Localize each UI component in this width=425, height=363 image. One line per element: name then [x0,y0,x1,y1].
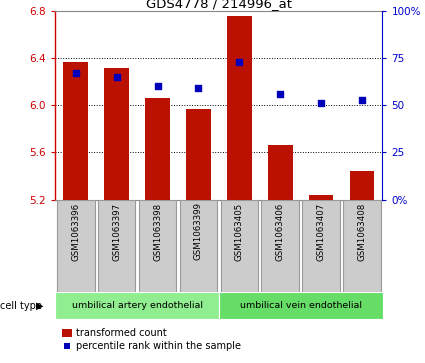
Text: GSM1063407: GSM1063407 [317,203,326,261]
Bar [55,292,219,319]
Bar [221,200,258,292]
Text: GSM1063406: GSM1063406 [276,203,285,261]
Bar [309,195,333,200]
Text: GSM1063397: GSM1063397 [112,203,121,261]
Legend: transformed count, percentile rank within the sample: transformed count, percentile rank withi… [58,324,245,355]
Bar [343,200,381,292]
Bar [63,62,88,200]
Title: GDS4778 / 214996_at: GDS4778 / 214996_at [146,0,292,10]
Text: cell type: cell type [0,301,42,311]
Bar [261,200,299,292]
Bar [98,200,136,292]
Text: GSM1063408: GSM1063408 [357,203,366,261]
Bar [227,16,252,200]
Bar [139,200,176,292]
Text: umbilical vein endothelial: umbilical vein endothelial [240,301,362,310]
Text: GSM1063399: GSM1063399 [194,203,203,260]
Bar [350,171,374,200]
Bar [57,200,94,292]
Point [195,85,202,91]
Point [113,74,120,80]
Point [72,70,79,76]
Bar [180,200,217,292]
Bar [145,98,170,200]
Text: umbilical artery endothelial: umbilical artery endothelial [71,301,203,310]
Point [359,97,366,102]
Text: GSM1063396: GSM1063396 [71,203,80,261]
Bar [219,292,382,319]
Bar [302,200,340,292]
Point [277,91,283,97]
Bar [186,109,211,200]
Point [318,101,325,106]
Text: GSM1063405: GSM1063405 [235,203,244,261]
Bar [104,68,129,200]
Text: GSM1063398: GSM1063398 [153,203,162,261]
Bar [268,145,292,200]
Point [154,83,161,89]
Point [236,59,243,65]
Text: ▶: ▶ [36,301,44,311]
